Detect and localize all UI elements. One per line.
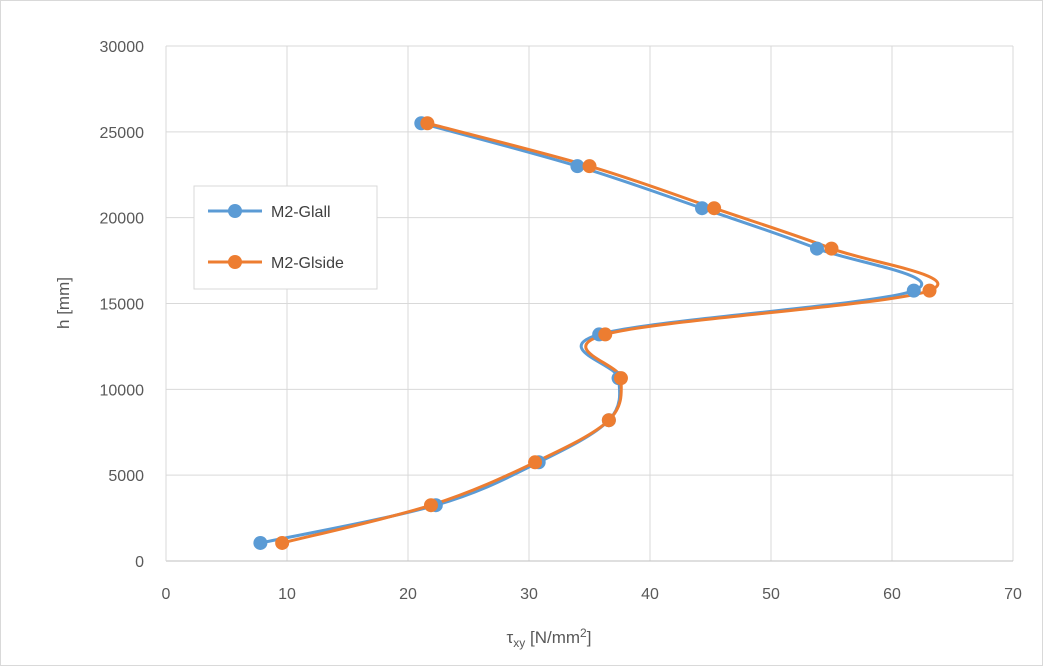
y-tick-label: 25000 <box>100 125 145 142</box>
y-tick-label: 5000 <box>108 468 144 485</box>
data-point-m2-glside <box>528 455 543 470</box>
x-tick-label: 60 <box>883 586 901 603</box>
data-point-m2-glside <box>613 371 628 386</box>
x-axis-title-main: τ <box>507 628 514 647</box>
data-point-m2-glside <box>824 241 839 256</box>
legend: M2-Glall M2-Glside <box>193 185 378 290</box>
y-tick-label: 15000 <box>100 297 145 314</box>
x-tick-label: 0 <box>162 586 171 603</box>
data-point-m2-glall <box>570 159 585 174</box>
data-point-m2-glside <box>582 159 597 174</box>
x-tick-label: 10 <box>278 586 296 603</box>
data-point-m2-glall <box>253 535 268 550</box>
data-point-m2-glside <box>598 327 613 342</box>
legend-label-m2-glside: M2-Glside <box>271 255 344 272</box>
data-point-m2-glside <box>922 283 937 298</box>
x-tick-label: 40 <box>641 586 659 603</box>
x-tick-label: 20 <box>399 586 417 603</box>
legend-marker-m2-glall <box>228 204 242 218</box>
data-point-m2-glside <box>601 413 616 428</box>
y-tick-label: 20000 <box>100 211 145 228</box>
axes: 0 10 20 30 40 50 60 70 0 5000 10000 15000 20000 25000… <box>100 39 1023 603</box>
legend-marker-m2-glside <box>228 255 242 269</box>
y-tick-label: 10000 <box>100 382 145 399</box>
data-point-m2-glall <box>695 201 710 216</box>
x-axis-title-sup: 2 <box>580 626 587 640</box>
x-axis-title: τxy [N/mm2] <box>507 626 592 650</box>
legend-label-m2-glall: M2-Glall <box>271 204 331 221</box>
data-point-m2-glall <box>809 241 824 256</box>
y-tick-label: 30000 <box>100 39 145 56</box>
x-tick-label: 50 <box>762 586 780 603</box>
x-axis-title-sub: xy <box>513 636 525 650</box>
y-tick-label: 0 <box>135 554 144 571</box>
x-axis-title-close: ] <box>587 628 592 647</box>
data-point-m2-glall <box>906 283 921 298</box>
data-point-m2-glside <box>423 498 438 513</box>
y-axis-title: h [mm] <box>54 277 73 329</box>
series-line-m2-glside <box>281 121 940 545</box>
x-tick-label: 30 <box>520 586 538 603</box>
series <box>253 116 940 550</box>
legend-box <box>193 185 378 290</box>
grid-lines <box>166 45 1014 561</box>
x-axis-title-unit: [N/mm <box>525 628 580 647</box>
data-point-m2-glside <box>275 535 290 550</box>
x-tick-label: 70 <box>1004 586 1022 603</box>
data-point-m2-glside <box>420 116 435 131</box>
data-point-m2-glside <box>707 201 722 216</box>
